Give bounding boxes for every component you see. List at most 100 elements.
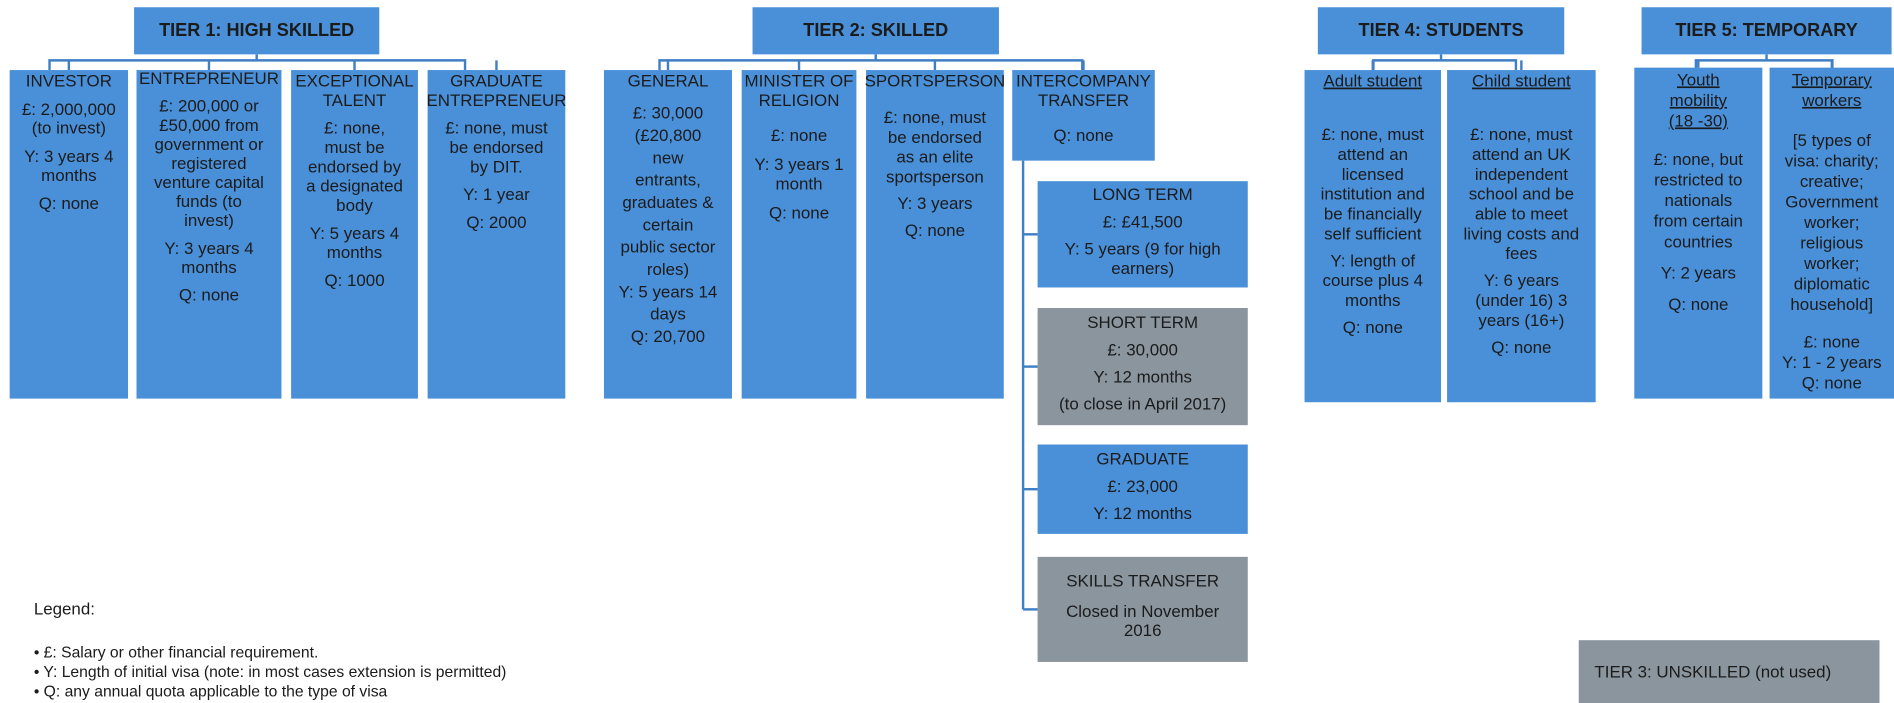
box-title: TALENT xyxy=(323,91,387,110)
box-text: Q: none xyxy=(39,194,99,213)
box-text: funds (to xyxy=(176,192,242,211)
box-text: public sector xyxy=(621,238,716,257)
legend-title: Legend: xyxy=(34,599,95,618)
box-text: £50,000 from xyxy=(159,116,259,135)
box-title: INVESTOR xyxy=(26,72,112,91)
box-text: Q: 1000 xyxy=(324,271,384,290)
box-text: Y: 6 years xyxy=(1484,271,1559,290)
box-text: attend an UK xyxy=(1472,145,1571,164)
box-text: (to invest) xyxy=(32,119,106,138)
box-text: be endorsed xyxy=(449,138,543,157)
box-title: GENERAL xyxy=(628,72,709,91)
box-title: GRADUATE xyxy=(450,72,543,91)
visa-box xyxy=(1304,70,1442,403)
box-text: must be xyxy=(324,138,384,157)
box-text: institution and xyxy=(1321,185,1425,204)
box-text: Q: none xyxy=(1802,374,1862,393)
box-title: Temporary xyxy=(1792,70,1872,89)
visa-box xyxy=(1634,67,1763,399)
box-text: nationals xyxy=(1664,191,1732,210)
box-text: Y: 3 years 4 xyxy=(24,147,113,166)
box-text: months xyxy=(327,243,382,262)
box-text: £: none xyxy=(1804,333,1860,352)
visa-box xyxy=(1447,70,1596,403)
visa-box xyxy=(1012,70,1155,161)
box-text: £: none, must xyxy=(1470,125,1573,144)
box-text: Closed in November xyxy=(1066,602,1220,621)
box-text: household] xyxy=(1790,295,1873,314)
box-text: invest) xyxy=(184,211,234,230)
box-text: school and be xyxy=(1469,185,1574,204)
box-text: worker; xyxy=(1803,213,1859,232)
legend-item: • Q: any annual quota applicable to the … xyxy=(34,683,388,700)
box-text: independent xyxy=(1475,165,1568,184)
box-text: Y: 3 years xyxy=(897,194,972,213)
box-text: £: none, must xyxy=(1322,125,1425,144)
connector xyxy=(48,54,467,71)
note: TIER 3: UNSKILLED (not used) xyxy=(1594,662,1831,681)
box-text: Q: none xyxy=(1668,295,1728,314)
box-text: Y: 5 years (9 for high xyxy=(1065,240,1221,259)
box-text: course plus 4 xyxy=(1323,271,1424,290)
box-title: SKILLS TRANSFER xyxy=(1066,572,1219,591)
box-text: countries xyxy=(1664,232,1733,251)
box-text: Q: none xyxy=(769,203,829,222)
box-text: venture capital xyxy=(154,173,264,192)
box-text: Q: none xyxy=(1343,318,1403,337)
tier-title: TIER 1: HIGH SKILLED xyxy=(159,20,354,40)
box-text: Q: none xyxy=(179,285,239,304)
box-text: month xyxy=(776,174,823,193)
box-text: days xyxy=(650,305,686,324)
tier-header xyxy=(1641,7,1892,55)
visa-box xyxy=(1037,444,1248,534)
box-text: visa: charity; xyxy=(1785,151,1879,170)
box-text: years (16+) xyxy=(1478,311,1564,330)
box-text: able to meet xyxy=(1475,204,1568,223)
box-text: entrants, xyxy=(635,171,701,190)
box-text: £: none, but xyxy=(1654,150,1744,169)
box-text: new xyxy=(652,148,684,167)
connector xyxy=(658,54,1084,71)
box-text: £: £41,500 xyxy=(1103,212,1183,231)
box-text: Y: 3 years 4 xyxy=(164,239,253,258)
box-text: roles) xyxy=(647,260,689,279)
box-text: Y: 5 years 4 xyxy=(310,224,399,243)
box-text: certain xyxy=(643,215,694,234)
visa-box xyxy=(1769,67,1894,399)
box-text: religious xyxy=(1800,233,1863,252)
box-title: (18 -30) xyxy=(1669,111,1728,130)
box-title: Adult student xyxy=(1323,72,1422,91)
box-text: restricted to xyxy=(1654,171,1742,190)
box-text: £: 2,000,000 xyxy=(22,100,116,119)
box-text: Y: 5 years 14 xyxy=(619,282,718,301)
box-text: attend an xyxy=(1338,145,1409,164)
box-text: (to close in April 2017) xyxy=(1059,395,1226,414)
tier-header xyxy=(752,7,999,55)
box-text: months xyxy=(1345,291,1400,310)
box-text: Y: 2 years xyxy=(1661,264,1736,283)
box-text: licensed xyxy=(1342,165,1404,184)
box-text: £: 30,000 xyxy=(1107,340,1178,359)
tier-header xyxy=(134,7,380,55)
box-text: (£20,800 xyxy=(635,126,702,145)
box-text: be financially xyxy=(1324,204,1422,223)
visa-box xyxy=(1037,181,1248,288)
box-title: Child student xyxy=(1472,72,1571,91)
box-title: TRANSFER xyxy=(1038,91,1129,110)
box-text: self sufficient xyxy=(1324,224,1422,243)
box-title: MINISTER OF xyxy=(745,72,854,91)
box-title: LONG TERM xyxy=(1093,185,1193,204)
box-text: creative; xyxy=(1800,172,1864,191)
box-text: graduates & xyxy=(622,193,714,212)
box-text: Y: 12 months xyxy=(1093,504,1192,523)
box-text: sportsperson xyxy=(886,167,984,186)
box-text: living costs and xyxy=(1464,224,1580,243)
box-text: by DIT. xyxy=(470,157,523,176)
box-title: mobility xyxy=(1670,91,1728,110)
visa-box xyxy=(136,70,282,399)
tier-title: TIER 5: TEMPORARY xyxy=(1675,20,1857,40)
box-text: Q: none xyxy=(905,221,965,240)
box-text: government or xyxy=(154,135,263,154)
box-title: EXCEPTIONAL xyxy=(295,72,413,91)
